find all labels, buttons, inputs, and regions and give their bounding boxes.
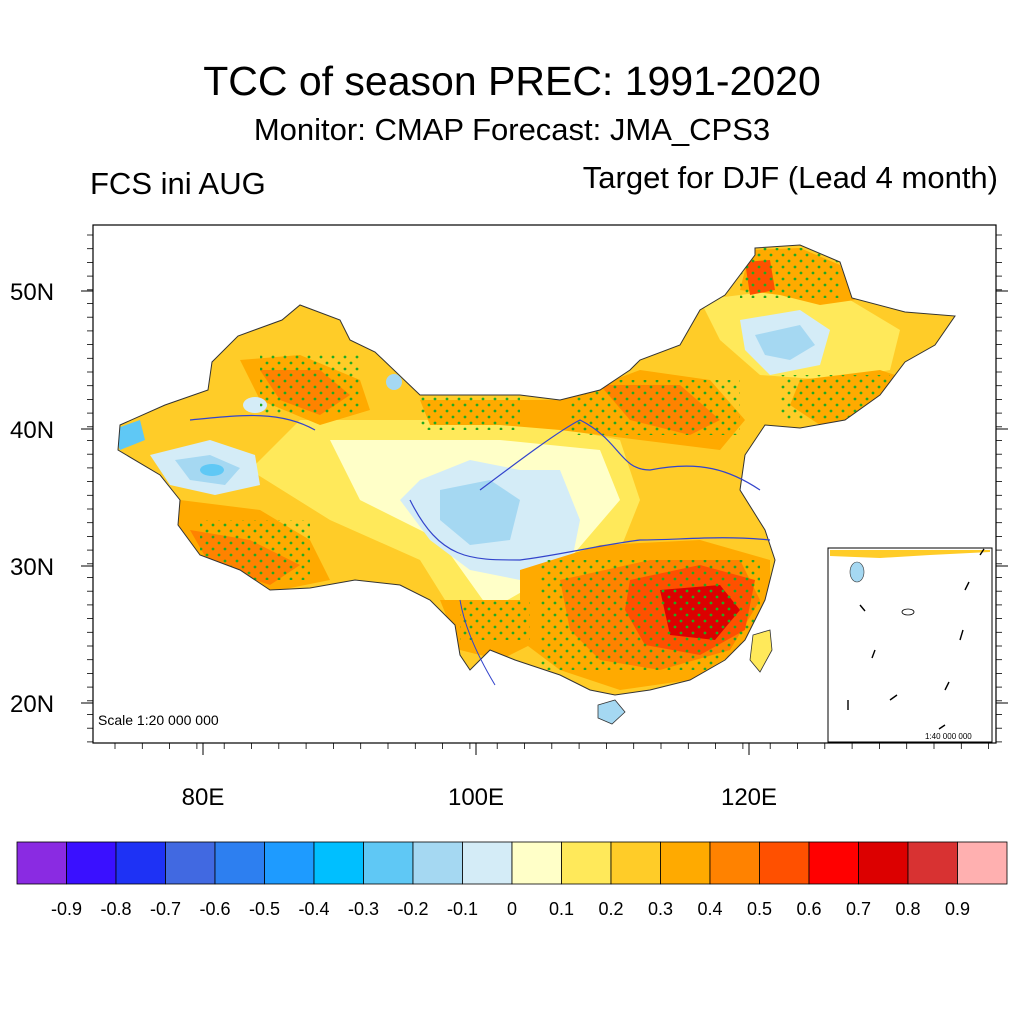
colorbar-swatch bbox=[660, 841, 711, 885]
colorbar-label: -0.6 bbox=[199, 899, 230, 919]
colorbar: -0.9 -0.8 -0.7 -0.6 -0.5 -0.4 -0.3 -0.2 -0.1 0 0.1… bbox=[16, 841, 1008, 919]
colorbar-swatch bbox=[808, 841, 859, 885]
colorbar-swatch bbox=[759, 841, 810, 885]
colorbar-swatch bbox=[858, 841, 909, 885]
colorbar-label: 0.9 bbox=[945, 899, 970, 919]
colorbar-swatch bbox=[412, 841, 463, 885]
page-title: TCC of season PREC: 1991-2020 bbox=[203, 58, 821, 104]
yangtze-river bbox=[409, 499, 771, 561]
colorbar-swatch bbox=[907, 841, 958, 885]
colorbar-swatch bbox=[313, 841, 364, 885]
inset-scale-text: 1:40 000 000 bbox=[925, 732, 972, 741]
colorbar-swatch bbox=[709, 841, 760, 885]
colorbar-label: 0.2 bbox=[598, 899, 623, 919]
lat-label: 20N bbox=[10, 691, 54, 718]
lon-label: 80E bbox=[182, 784, 225, 811]
taiwan-island bbox=[749, 629, 773, 673]
colorbar-label: -0.3 bbox=[348, 899, 379, 919]
hainan-island bbox=[597, 699, 626, 725]
colorbar-label: -0.2 bbox=[397, 899, 428, 919]
lat-label: 30N bbox=[10, 554, 54, 581]
target-season-label: Target for DJF (Lead 4 month) bbox=[582, 160, 998, 195]
colorbar-label: 0.1 bbox=[549, 899, 574, 919]
colorbar-label: 0.7 bbox=[846, 899, 871, 919]
colorbar-label: -0.7 bbox=[150, 899, 181, 919]
colorbar-swatch bbox=[16, 841, 67, 885]
south-china-sea-inset: 1:40 000 000 bbox=[827, 547, 993, 743]
colorbar-swatch bbox=[610, 841, 661, 885]
lon-label: 100E bbox=[448, 784, 504, 811]
colorbar-swatch bbox=[363, 841, 414, 885]
lat-label: 50N bbox=[10, 279, 54, 306]
scale-text: Scale 1:20 000 000 bbox=[98, 712, 219, 728]
river bbox=[459, 599, 496, 686]
colorbar-label: -0.1 bbox=[447, 899, 478, 919]
colorbar-label: -0.4 bbox=[298, 899, 329, 919]
colorbar-label: 0.4 bbox=[697, 899, 722, 919]
init-month-label: FCS ini AUG bbox=[90, 166, 266, 201]
country-outline bbox=[117, 244, 956, 696]
colorbar-label: -0.9 bbox=[51, 899, 82, 919]
colorbar-swatch bbox=[561, 841, 612, 885]
colorbar-label: 0.6 bbox=[796, 899, 821, 919]
colorbar-label: 0.5 bbox=[747, 899, 772, 919]
colorbar-label: 0.8 bbox=[895, 899, 920, 919]
colorbar-label: 0 bbox=[507, 899, 517, 919]
yellow-river bbox=[479, 419, 761, 491]
lat-label: 40N bbox=[10, 417, 54, 444]
colorbar-swatch bbox=[957, 841, 1008, 885]
colorbar-swatch bbox=[66, 841, 117, 885]
map-axes: 50N 40N 30N 20N 80E 100E 120E bbox=[10, 234, 1008, 811]
subtitle: Monitor: CMAP Forecast: JMA_CPS3 bbox=[253, 112, 771, 147]
colorbar-swatch bbox=[165, 841, 216, 885]
colorbar-swatch bbox=[115, 841, 166, 885]
river bbox=[189, 414, 316, 431]
lon-label: 120E bbox=[721, 784, 777, 811]
colorbar-swatch bbox=[511, 841, 562, 885]
colorbar-label: -0.5 bbox=[249, 899, 280, 919]
colorbar-label: -0.8 bbox=[100, 899, 131, 919]
colorbar-swatch bbox=[214, 841, 265, 885]
colorbar-swatch bbox=[264, 841, 315, 885]
colorbar-label: 0.3 bbox=[648, 899, 673, 919]
colorbar-swatch bbox=[462, 841, 513, 885]
